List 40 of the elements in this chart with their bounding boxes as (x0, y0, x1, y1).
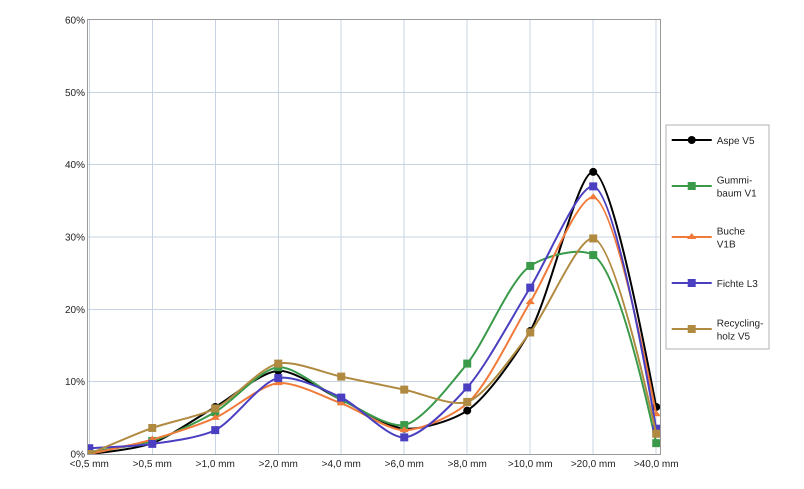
point (652, 430, 660, 438)
point (589, 251, 598, 260)
point (400, 433, 408, 442)
legend-label: Fichte L3 (716, 278, 758, 290)
point (589, 168, 598, 176)
x-tick-label: >20,0 mm (570, 459, 616, 470)
y-tick-label: 40% (64, 160, 86, 172)
point (463, 383, 472, 392)
point (148, 424, 156, 432)
legend-label: Gummi- baum V1 (716, 175, 758, 200)
x-tick-label: >0,5 mm (132, 459, 172, 470)
point (400, 386, 408, 394)
point (526, 262, 534, 270)
point (589, 182, 598, 190)
x-tick-label: >40,0 mm (634, 459, 679, 470)
legend-label: Buche V1B (716, 226, 746, 250)
legend-label: Aspe V5 (716, 136, 755, 147)
point (463, 406, 472, 415)
y-tick-label: 20% (64, 304, 86, 316)
x-tick-label: >4,0 mm (322, 459, 361, 470)
legend-label: Recycling- holz V5 (716, 318, 764, 342)
point (337, 372, 346, 381)
y-tick-label: 0% (70, 450, 86, 460)
x-tick-label: >6,0 mm (384, 459, 424, 470)
point (463, 360, 472, 368)
x-tick-label: <0,5 mm (70, 459, 109, 470)
y-tick-label: 10% (64, 377, 86, 388)
y-tick-label: 60% (64, 16, 86, 26)
y-tick-label: 50% (64, 88, 86, 99)
y-tick-label: 30% (64, 232, 86, 244)
point (274, 360, 282, 368)
point (589, 234, 598, 242)
point (211, 426, 220, 434)
x-tick-label: >8,0 mm (448, 459, 487, 470)
x-tick-label: >10,0 mm (508, 459, 553, 470)
point (274, 374, 282, 382)
point (526, 284, 534, 292)
point (652, 439, 660, 448)
x-tick-label: >1,0 mm (196, 459, 235, 470)
x-tick-label: >2,0 mm (258, 459, 298, 470)
